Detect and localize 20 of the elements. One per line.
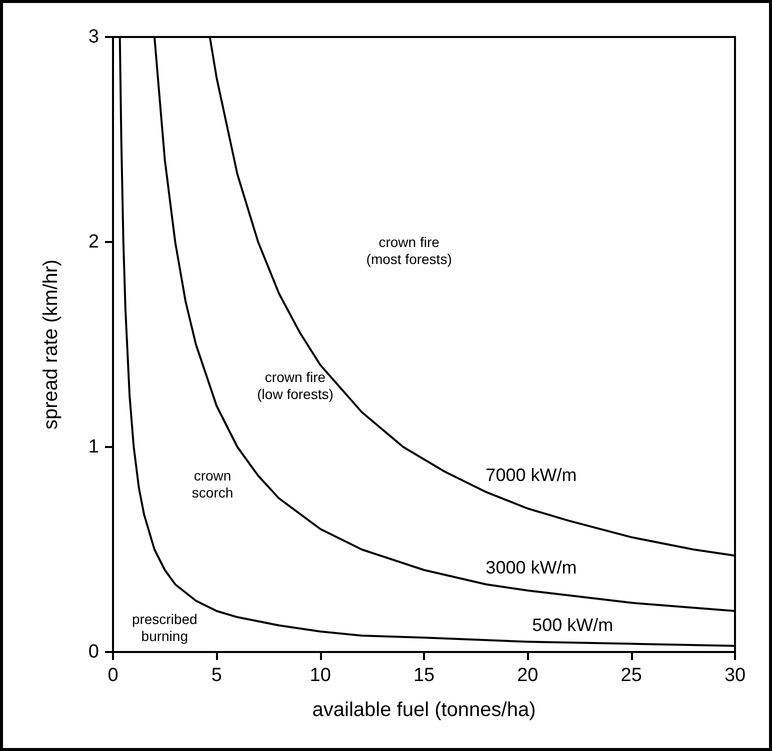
x-tick-label: 10 xyxy=(310,665,331,686)
x-axis-title: available fuel (tonnes/ha) xyxy=(312,699,536,721)
y-tick-label: 1 xyxy=(88,436,99,458)
x-tick-label: 20 xyxy=(517,665,538,686)
series-label: 7000 kW/m xyxy=(486,465,577,486)
annotation: crown scorch xyxy=(192,468,234,501)
y-tick-label: 0 xyxy=(88,642,99,662)
y-axis-title: spread rate (km/hr) xyxy=(40,259,62,430)
series-label: 3000 kW/m xyxy=(486,557,577,578)
annotation: prescribed burning xyxy=(132,610,198,644)
annotation: crown fire (most forests) xyxy=(366,234,452,267)
y-tick-label: 3 xyxy=(88,26,99,48)
x-tick-label: 0 xyxy=(108,665,118,686)
x-tick-label: 5 xyxy=(211,665,222,686)
y-tick-label: 2 xyxy=(88,232,99,252)
x-tick-label: 30 xyxy=(724,665,746,686)
x-tick-label: 15 xyxy=(413,665,435,686)
x-tick-label: 25 xyxy=(620,665,642,686)
annotation: crown fire (low forests) xyxy=(257,369,334,402)
series-label: 500 kW/m xyxy=(532,614,614,635)
